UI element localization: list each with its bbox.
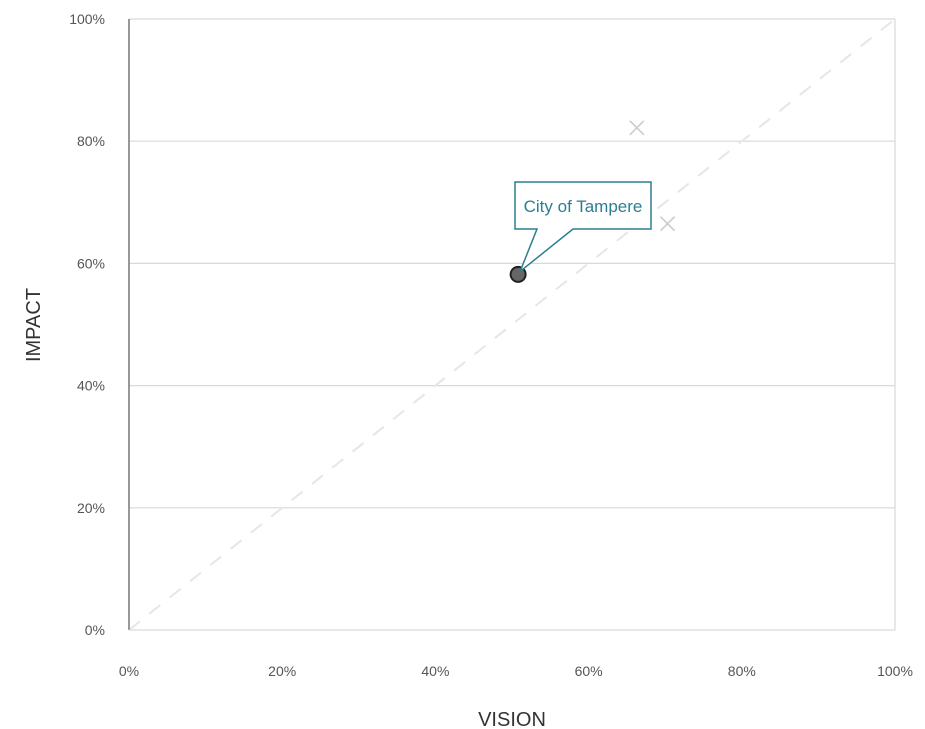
x-axis-title: VISION (478, 709, 546, 729)
x-tick-label: 20% (268, 663, 296, 679)
other-point-marker (659, 216, 676, 232)
diagonal-reference (128, 18, 896, 631)
x-tick-label: 0% (119, 663, 139, 679)
y-tick-label: 0% (85, 622, 105, 638)
x-tick-label: 80% (728, 663, 756, 679)
diagonal-line (128, 18, 896, 631)
x-tick-label: 60% (575, 663, 603, 679)
y-tick-label: 80% (77, 133, 105, 149)
y-tick-label: 100% (69, 11, 105, 27)
y-tick-label: 40% (77, 378, 105, 394)
marker-stroke (629, 120, 645, 136)
y-tick-label: 60% (77, 255, 105, 271)
y-axis-title: IMPACT (23, 288, 45, 362)
callout-label: City of Tampere (524, 197, 643, 216)
y-tick-label: 20% (77, 500, 105, 516)
tick-labels: 0% 20% 40% 60% 80% 100% 0% 20% 40% 60% 80% 100% (69, 11, 913, 679)
marker-stroke (659, 216, 676, 232)
x-tick-label: 100% (877, 663, 913, 679)
axes (128, 19, 896, 631)
callout-box (514, 181, 652, 274)
callout: City of Tampere (514, 181, 652, 274)
x-tick-label: 40% (421, 663, 449, 679)
gridlines (129, 18, 895, 509)
other-point-marker (629, 120, 645, 136)
